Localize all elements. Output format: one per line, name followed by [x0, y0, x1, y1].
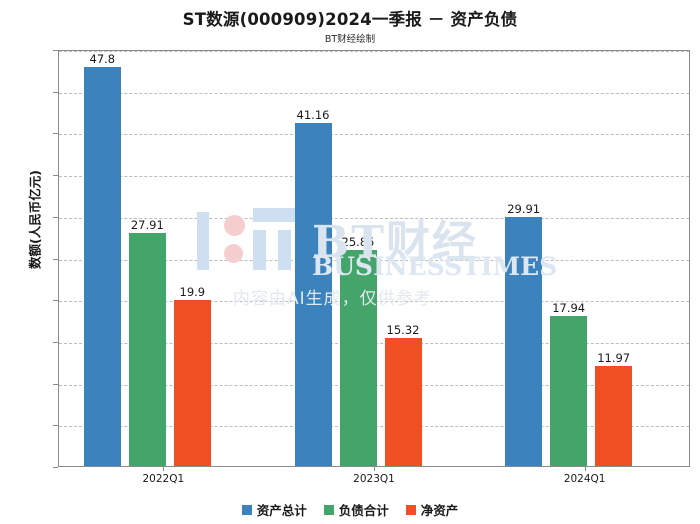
gridline — [59, 134, 689, 136]
legend-item[interactable]: 净资产 — [405, 500, 459, 519]
y-axis-tick-mark — [53, 50, 58, 51]
legend-label: 净资产 — [420, 503, 459, 518]
x-axis-tick-label: 2022Q1 — [142, 473, 185, 485]
x-axis-tick-mark — [374, 467, 375, 471]
y-axis-tick-mark — [53, 383, 58, 385]
bar — [83, 67, 121, 466]
legend-item[interactable]: 负债合计 — [323, 500, 389, 519]
x-axis-tick-mark — [584, 467, 586, 471]
bar-value-label: 25.85 — [341, 235, 375, 250]
page-title: ST数源(000909)2024一季报 － 资产负债 — [182, 10, 518, 29]
x-axis-tick-mark — [163, 467, 165, 471]
bar-value-label: 27.91 — [130, 218, 164, 233]
bar-value-label: 19.9 — [179, 285, 206, 300]
bar-value-label: 41.16 — [296, 107, 330, 122]
y-axis-tick-mark — [53, 300, 58, 302]
bar — [173, 300, 211, 466]
y-axis-tick-mark — [53, 175, 58, 177]
y-axis-tick-mark — [53, 91, 58, 93]
bar — [384, 338, 422, 466]
legend: 资产总计 负债合计 净资产 — [0, 500, 700, 519]
bar-value-label: 47.8 — [89, 52, 116, 67]
y-axis-tick-mark — [53, 341, 58, 343]
bar-value-label: 11.97 — [597, 351, 631, 366]
gridline — [59, 217, 689, 219]
bar — [339, 250, 377, 466]
x-axis-tick-label: 2024Q1 — [563, 473, 606, 485]
chart-subtitle: BT财经绘制 — [324, 34, 376, 45]
gridline — [59, 176, 689, 178]
x-axis-tick-label: 2023Q1 — [353, 473, 395, 485]
bar — [294, 122, 332, 466]
legend-item[interactable]: 资产总计 — [241, 500, 307, 519]
bar — [550, 316, 588, 466]
bar — [505, 216, 543, 466]
y-axis-tick-mark — [53, 216, 58, 218]
y-axis-tick-mark — [53, 467, 58, 468]
y-axis-tick-mark — [53, 258, 58, 260]
bar — [595, 366, 633, 466]
legend-swatch-icon — [241, 504, 252, 515]
y-axis-tick-mark — [53, 133, 58, 135]
bar-value-label: 29.91 — [507, 201, 541, 216]
legend-label: 负债合计 — [338, 503, 389, 518]
legend-swatch-icon — [323, 504, 334, 515]
legend-swatch-icon — [405, 504, 416, 515]
bar-value-label: 15.32 — [386, 323, 420, 338]
y-axis-title: 数额(人民币亿元) — [27, 170, 43, 269]
gridline — [59, 92, 689, 94]
y-axis-tick-mark — [53, 425, 58, 427]
gridline — [59, 51, 689, 52]
legend-label: 资产总计 — [256, 503, 307, 518]
bar — [128, 233, 166, 466]
plot-area: 47.8 27.91 19.9 41.16 25.85 15.32 29.91 17.94 11… — [58, 50, 690, 467]
bar-value-label: 17.94 — [552, 301, 586, 316]
